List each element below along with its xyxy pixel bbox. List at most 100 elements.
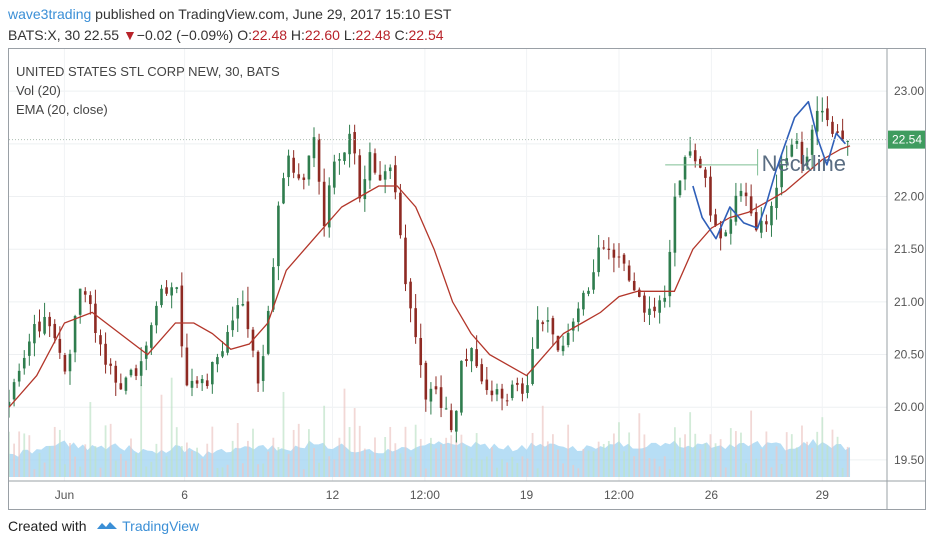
volume-bar <box>165 456 168 477</box>
candle-body <box>246 301 250 330</box>
candle-body <box>155 305 158 326</box>
candle-body <box>266 310 270 354</box>
legend-volume: Vol (20) <box>16 83 61 98</box>
author-link[interactable]: wave3trading <box>8 6 92 22</box>
volume-bar <box>465 446 468 477</box>
volume-bar <box>114 460 117 477</box>
volume-bar <box>333 459 336 477</box>
volume-bar <box>831 429 834 477</box>
candle-body <box>597 247 600 273</box>
volume-bar <box>541 405 544 477</box>
candle-body <box>704 169 707 178</box>
volume-bar <box>516 462 519 477</box>
candle-body <box>826 108 829 121</box>
volume-bar <box>785 432 788 477</box>
volume-layer <box>9 377 851 477</box>
volume-bar <box>704 443 707 477</box>
tradingview-brand[interactable]: TradingView <box>122 518 200 534</box>
candle-body <box>577 308 580 323</box>
volume-bar <box>302 469 305 477</box>
ema-layer <box>9 145 851 408</box>
candle-body <box>663 297 667 302</box>
candle-body <box>470 348 473 362</box>
volume-bar <box>247 440 249 477</box>
symbol-label: BATS:X, 30 <box>8 27 81 43</box>
chart-canvas[interactable]: Neckline 23.0022.5022.0021.5021.0020.502… <box>9 49 925 509</box>
candle-body <box>607 248 611 251</box>
volume-bar <box>455 439 458 477</box>
volume-bar <box>445 437 448 477</box>
volume-bar <box>801 425 803 477</box>
chart-legend: UNITED STATES STL CORP NEW, 30, BATS Vol… <box>16 62 280 119</box>
candle-body <box>490 390 494 396</box>
volume-bar <box>734 431 737 477</box>
candle-body <box>465 359 468 362</box>
time-tick-label: 12:00 <box>410 488 440 502</box>
volume-bar <box>633 456 636 477</box>
candle-body <box>536 319 539 349</box>
candle-body <box>12 382 16 400</box>
volume-bar <box>551 434 554 477</box>
volume-bar <box>795 447 798 477</box>
volume-bar <box>267 451 270 477</box>
volume-bar <box>755 458 758 477</box>
volume-bar <box>262 463 265 477</box>
change-value: −0.02 (−0.09%) <box>136 27 234 43</box>
candle-body <box>312 137 316 159</box>
volume-bar <box>38 453 41 477</box>
volume-bar <box>9 431 10 477</box>
candle-body <box>109 363 112 366</box>
candle-body <box>404 237 407 285</box>
volume-bar <box>369 453 371 477</box>
volume-bar <box>221 467 224 477</box>
volume-bar <box>180 446 183 477</box>
candle-body <box>653 306 656 312</box>
candle-body <box>719 228 722 239</box>
open-value: 22.48 <box>251 27 288 43</box>
candle-body <box>292 157 295 173</box>
candle-body <box>175 287 179 289</box>
candle-body <box>775 187 778 209</box>
volume-bar <box>460 434 463 477</box>
candle-body <box>317 138 321 182</box>
candle-body <box>541 322 545 325</box>
volume-bar <box>53 426 56 477</box>
volume-bar <box>719 439 722 477</box>
volume-bar <box>557 449 559 477</box>
volume-bar <box>501 459 503 477</box>
volume-bar <box>562 463 564 477</box>
candle-body <box>622 254 626 264</box>
candle-body <box>831 121 834 134</box>
candle-body <box>211 362 214 385</box>
candle-body <box>43 316 46 334</box>
volume-bar <box>653 458 656 477</box>
volume-bar <box>74 456 76 477</box>
ohlc-line: BATS:X, 30 22.55 ▼−0.02 (−0.09%) O:22.48… <box>8 27 444 43</box>
candle-body <box>327 185 331 228</box>
tradingview-logo-icon <box>97 522 118 529</box>
candle-body <box>282 178 285 204</box>
legend-ema: EMA (20, close) <box>16 102 108 117</box>
candle-body <box>699 158 702 168</box>
created-with-label: Created with <box>8 518 87 534</box>
time-axis[interactable]: Jun 6 12 12:00 19 12:00 26 29 <box>9 480 925 502</box>
price-axis[interactable]: 23.0022.5022.0021.5021.0020.5020.0019.50… <box>886 49 925 509</box>
volume-bar <box>323 405 326 477</box>
candle-body <box>561 345 565 352</box>
volume-bar <box>186 442 188 477</box>
candle-body <box>429 388 433 402</box>
volume-bar <box>689 412 692 477</box>
candle-body <box>165 287 168 294</box>
candle-body <box>17 370 21 382</box>
candle-body <box>124 377 128 391</box>
candle-body <box>424 362 428 400</box>
candle-body <box>368 152 372 181</box>
chart-panel[interactable]: Neckline 23.0022.5022.0021.5021.0020.502… <box>8 48 926 510</box>
candle-body <box>836 131 839 133</box>
volume-bar <box>536 468 539 477</box>
volume-bar <box>135 453 137 477</box>
volume-bar <box>496 467 498 477</box>
volume-bar <box>699 449 702 477</box>
candle-body <box>739 190 743 197</box>
volume-bar <box>485 456 488 477</box>
